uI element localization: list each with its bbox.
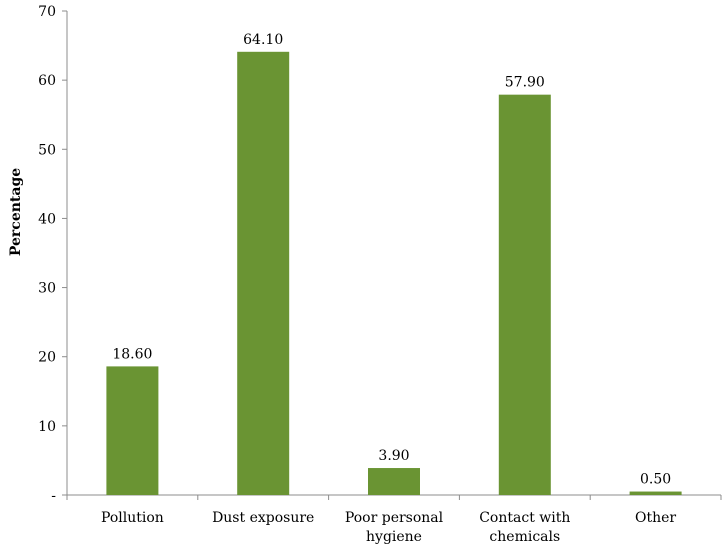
category-label-line: Poor personal: [345, 510, 444, 526]
y-tick-label: 70: [38, 4, 56, 20]
category-label: Other: [635, 510, 676, 526]
category-label: Poor personal hygiene: [345, 510, 444, 545]
category-label: Pollution: [101, 510, 164, 526]
bars: [106, 51, 682, 496]
category-label: Dust exposure: [212, 510, 314, 526]
data-label: 64.10: [243, 32, 283, 48]
data-label: 0.50: [640, 472, 671, 488]
category-label-line: Dust exposure: [212, 510, 314, 526]
category-label-line: Pollution: [101, 510, 164, 526]
category-labels: Pollution Dust exposure Poor personal hygie…: [101, 510, 676, 545]
x-axis: [66, 494, 722, 500]
category-label-line: Contact with: [479, 510, 570, 526]
y-tick-label: 10: [38, 419, 56, 435]
y-tick-label: 50: [38, 142, 56, 158]
bar: [368, 468, 420, 495]
data-label: 18.60: [112, 346, 152, 362]
bar: [106, 366, 159, 495]
y-tick-label: 40: [38, 211, 56, 227]
bar: [498, 94, 551, 496]
y-axis-title: Percentage: [8, 168, 24, 256]
category-label-line: hygiene: [366, 529, 422, 545]
category-label: Contact with chemicals: [479, 510, 570, 545]
data-label: 57.90: [505, 75, 545, 91]
y-tick-label: 20: [38, 350, 56, 366]
y-tick-label: 60: [38, 73, 56, 89]
bar: [629, 491, 682, 495]
data-label: 3.90: [378, 448, 409, 464]
y-axis: - 10 20 30 40 50 60 70: [38, 4, 68, 504]
category-label-line: chemicals: [489, 529, 560, 545]
y-tick-label: -: [51, 488, 56, 504]
category-label-line: Other: [635, 510, 676, 526]
bar: [237, 51, 290, 496]
data-labels: 18.60 64.10 3.90 57.90 0.50: [112, 32, 671, 488]
y-tick-label: 30: [38, 281, 56, 297]
